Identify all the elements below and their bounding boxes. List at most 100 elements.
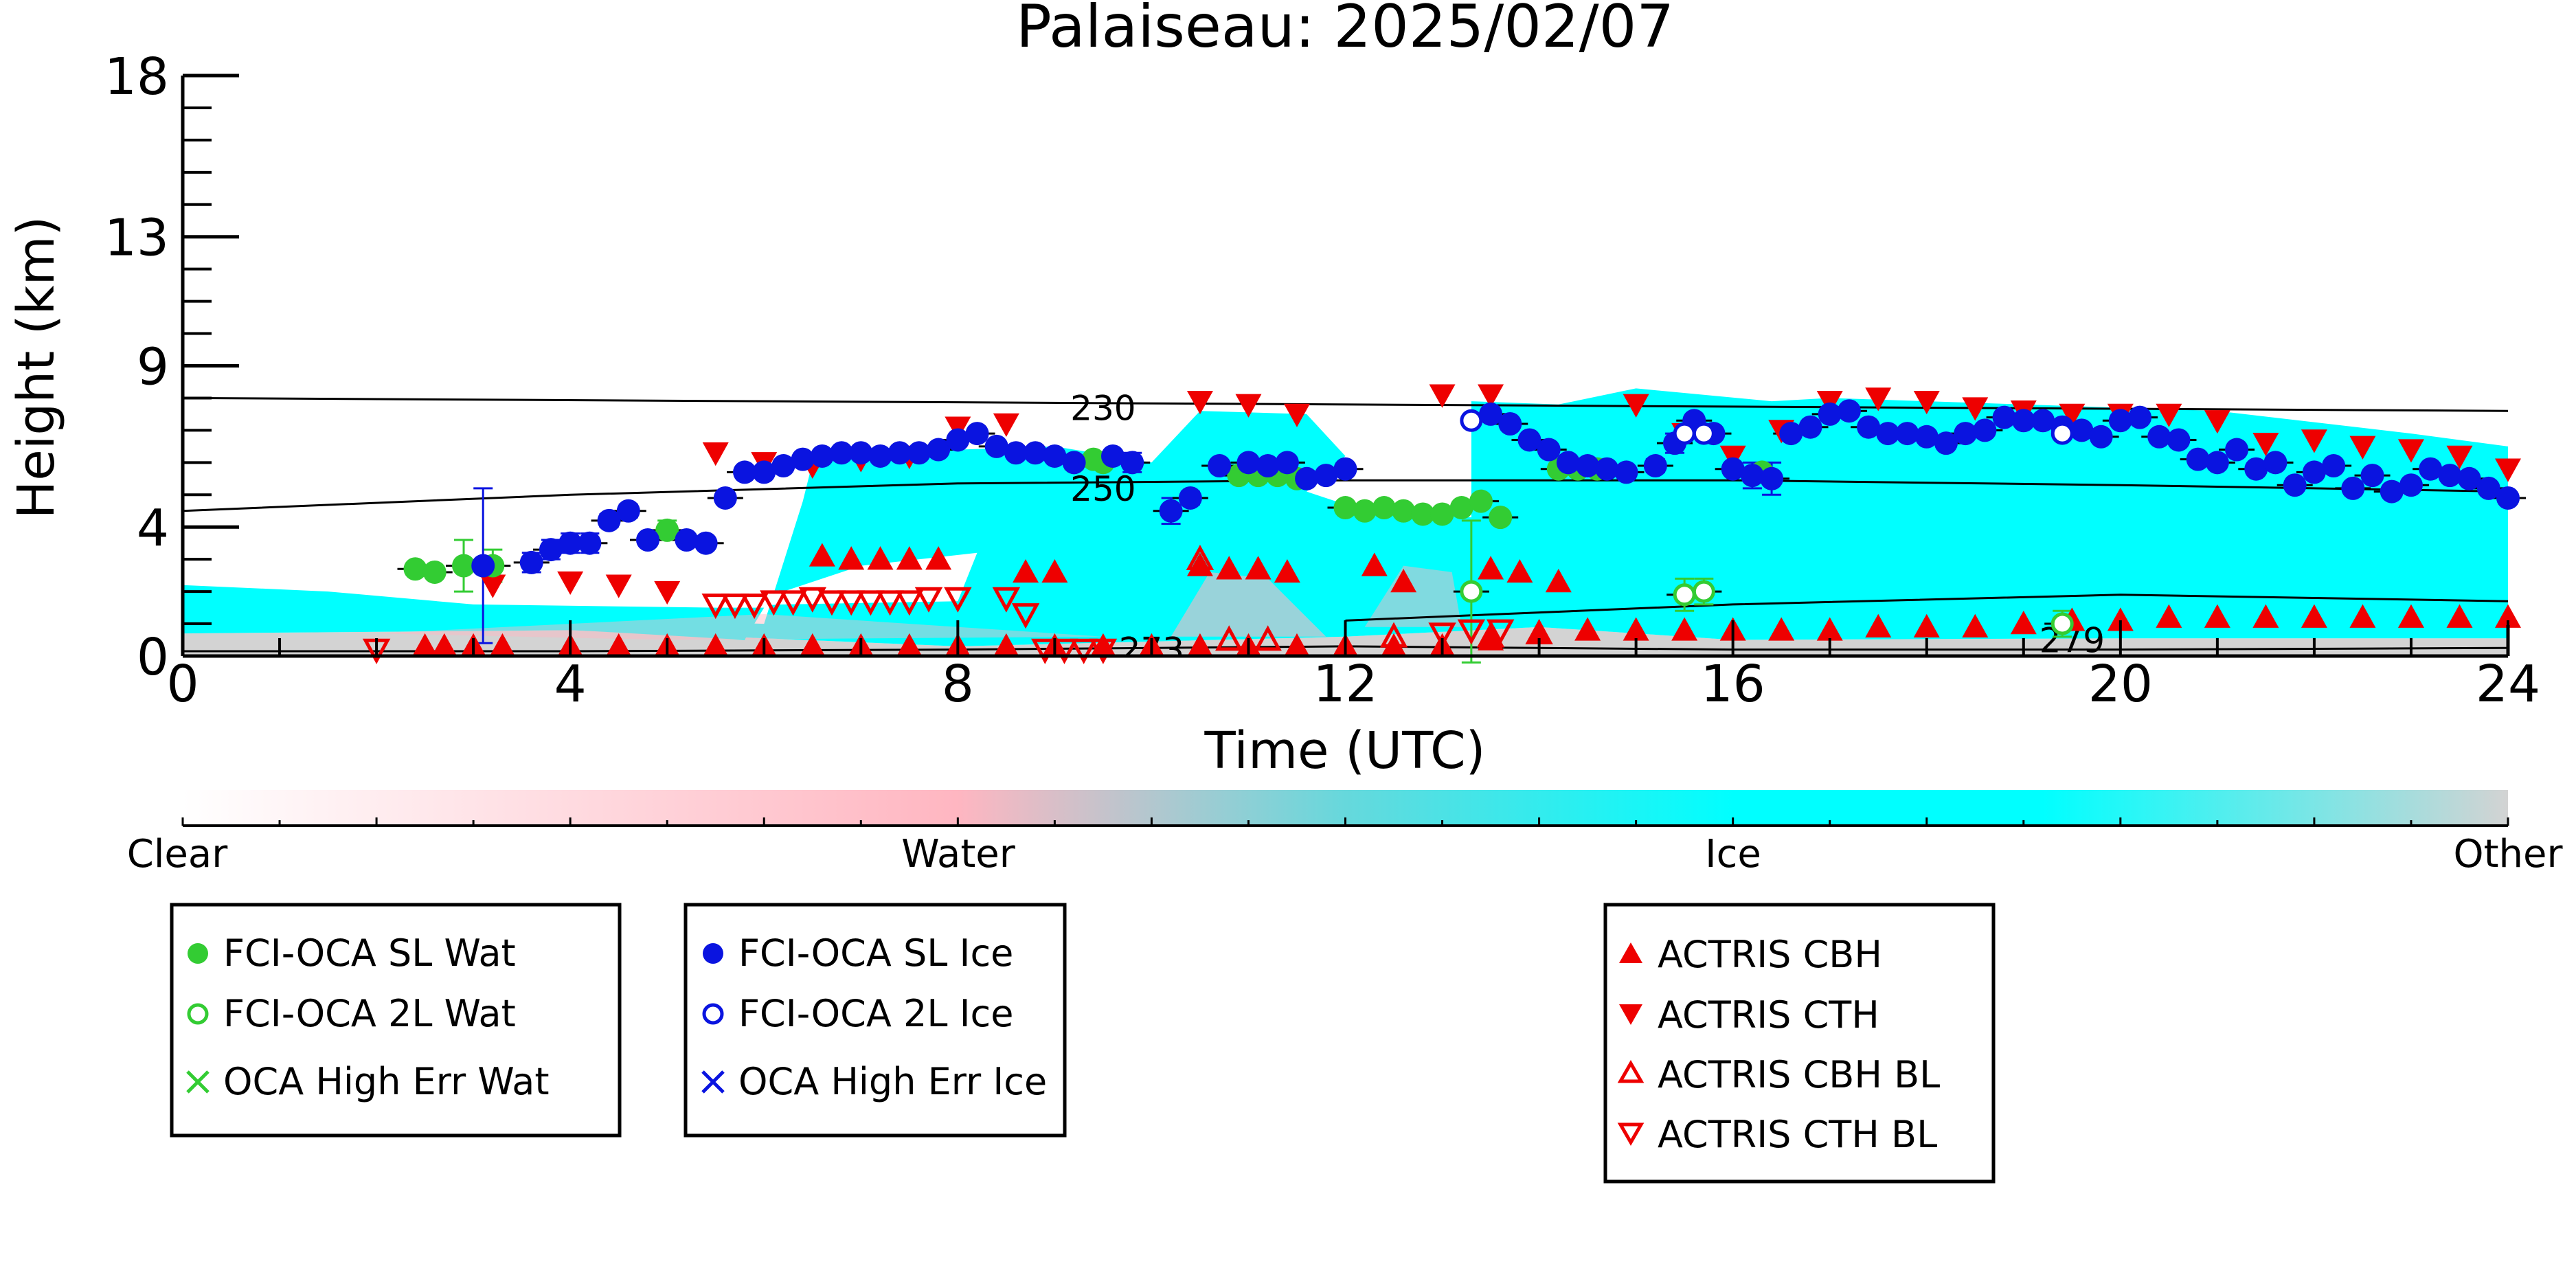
point-fci-oca-sl-ice <box>1643 454 1667 478</box>
legend-marker-cbh-bl <box>1617 1059 1645 1083</box>
point-fci-oca-sl-ice <box>1043 444 1067 468</box>
legend-label-cbh: ACTRIS CBH <box>1658 933 1882 976</box>
point-actris-cbh-bl <box>1379 622 1408 648</box>
point-actris-cbh <box>1216 556 1243 580</box>
point-actris-cbh <box>896 546 923 570</box>
point-actris-cth-bl <box>1486 619 1515 645</box>
point-actris-cbh <box>702 633 729 657</box>
point-actris-cbh <box>1816 617 1843 641</box>
point-fci-oca-sl-ice <box>849 441 873 465</box>
point-actris-cbh <box>2010 611 2037 635</box>
chart-title: Palaiseau: 2025/02/07 <box>1016 0 1674 61</box>
point-actris-cth-bl <box>740 594 769 620</box>
y-tick-label: 18 <box>104 47 169 106</box>
point-actris-cbh <box>1671 617 1698 641</box>
point-fci-oca-sl-ice <box>1740 464 1764 488</box>
legend-ice: FCI-OCA SL Ice FCI-OCA 2L Ice OCA High E… <box>683 903 1067 1138</box>
point-actris-cth-bl <box>992 587 1021 613</box>
point-actris-cth-bl <box>1070 638 1098 664</box>
point-actris-cth-bl <box>1428 622 1456 648</box>
legend-marker-2l-wat <box>187 1003 209 1025</box>
point-actris-cbh <box>1545 569 1572 593</box>
point-actris-cbh <box>1506 558 1533 583</box>
point-fci-oca-sl-ice <box>1954 422 1978 446</box>
point-fci-oca-sl-ice <box>1062 451 1086 475</box>
point-actris-cth <box>1962 397 1989 421</box>
point-actris-cth-bl <box>760 590 788 616</box>
point-fci-oca-sl-ice <box>810 444 834 468</box>
point-actris-cbh <box>431 633 457 657</box>
isotherm-label-250: 250 <box>1070 469 1136 509</box>
point-actris-cth-bl <box>914 587 943 613</box>
y-axis-label: Height (km) <box>7 216 66 519</box>
point-fci-oca-sl-ice <box>1721 457 1745 481</box>
legend-label-2l-ice: FCI-OCA 2L Ice <box>738 992 1013 1035</box>
point-fci-oca-sl-ice <box>636 528 659 552</box>
point-actris-cth <box>1623 394 1649 418</box>
point-fci-oca-sl-ice <box>1208 454 1232 478</box>
point-fci-oca-sl-ice <box>1614 460 1638 484</box>
point-fci-oca-sl-ice <box>1101 444 1125 468</box>
point-fci-oca-sl-ice <box>2167 428 2191 452</box>
point-fci-oca-sl-ice <box>1576 454 1600 478</box>
point-actris-cbh <box>1186 633 1213 657</box>
point-fci-oca-sl-ice <box>1178 486 1202 510</box>
point-fci-oca-sl-ice <box>1595 457 1619 481</box>
point-actris-cth <box>2204 410 2230 434</box>
point-fci-oca-sl-ice <box>519 550 543 574</box>
point-fci-oca-sl-ice <box>2011 409 2035 433</box>
legend-water: FCI-OCA SL Wat FCI-OCA 2L Wat OCA High E… <box>170 903 622 1138</box>
point-actris-cbh <box>1526 620 1552 644</box>
legend-label-higherr-wat: OCA High Err Wat <box>223 1060 550 1103</box>
legend-marker-cth <box>1619 1004 1642 1025</box>
point-actris-cbh <box>1623 617 1649 641</box>
point-fci-oca-sl-ice <box>694 531 718 555</box>
point-actris-cth-bl <box>876 590 904 616</box>
point-fci-oca-sl-ice <box>830 441 854 465</box>
legend-marker-higherr-ice <box>701 1070 725 1094</box>
point-fci-oca-sl-ice <box>1537 438 1561 462</box>
point-actris-cbh <box>809 543 835 567</box>
colorbar-label-clear: Clear <box>127 832 228 877</box>
point-fci-oca-sl-ice <box>1857 415 1881 439</box>
point-fci-oca-sl-ice <box>1760 466 1784 490</box>
point-fci-oca-sl-ice <box>791 447 815 471</box>
y-tick-label: 4 <box>137 499 169 558</box>
point-actris-cth <box>2252 432 2279 457</box>
point-actris-cbh <box>1478 556 1504 580</box>
legend-marker-cbh <box>1619 942 1642 963</box>
point-fci-oca-sl-ice <box>1256 454 1280 478</box>
point-fci-oca-2l-wat <box>1673 583 1696 607</box>
water-patch-1 <box>1171 572 1326 637</box>
point-actris-cth <box>1283 403 1310 427</box>
point-fci-oca-sl-ice <box>2070 418 2094 442</box>
point-fci-oca-sl-ice <box>1914 425 1939 449</box>
point-fci-oca-sl-ice <box>1876 422 1900 446</box>
point-fci-oca-sl-ice <box>2322 454 2346 478</box>
point-fci-oca-sl-wat <box>1411 502 1435 526</box>
point-actris-cbh-bl <box>1215 625 1243 651</box>
point-fci-oca-sl-wat <box>1430 502 1454 526</box>
point-actris-cth-bl <box>1089 638 1118 664</box>
point-actris-cbh <box>2252 604 2279 628</box>
legend-label-cbh-bl: ACTRIS CBH BL <box>1658 1053 1940 1096</box>
x-tick-label: 0 <box>166 655 199 714</box>
point-fci-oca-sl-ice <box>1333 457 1357 481</box>
point-actris-cth <box>1429 384 1456 408</box>
point-fci-oca-sl-ice <box>1895 422 1919 446</box>
point-actris-cth-bl <box>1050 638 1078 664</box>
point-fci-oca-sl-ice <box>1024 441 1048 465</box>
x-tick-label: 24 <box>2476 655 2540 714</box>
point-fci-oca-sl-wat <box>422 560 447 584</box>
point-actris-cth <box>1235 394 1262 418</box>
colorbar-label-ice: Ice <box>1705 832 1761 877</box>
point-fci-oca-sl-ice <box>984 434 1008 458</box>
point-fci-oca-sl-ice <box>713 486 737 510</box>
point-fci-oca-sl-ice <box>907 441 931 465</box>
point-fci-oca-sl-ice <box>471 554 495 578</box>
axes: 0 4 9 13 18 0 4 8 12 16 20 24 <box>104 47 2540 714</box>
y-tick-label: 13 <box>104 209 169 268</box>
legend-label-2l-wat: FCI-OCA 2L Wat <box>223 992 516 1035</box>
point-actris-cbh <box>2495 604 2521 628</box>
point-fci-oca-sl-wat <box>403 557 427 581</box>
